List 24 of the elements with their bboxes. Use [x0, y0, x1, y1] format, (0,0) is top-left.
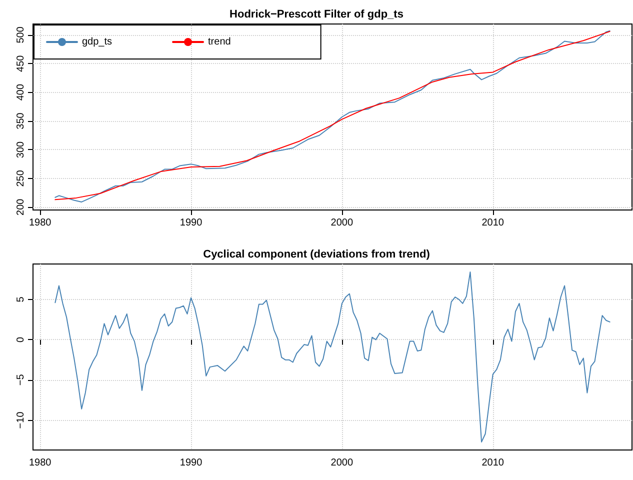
- y-tick-label: 300: [16, 140, 26, 158]
- line-series: [54, 272, 610, 442]
- y-tick-label: 200: [16, 198, 26, 216]
- x-tick-label: 1980: [28, 458, 52, 468]
- x-tick-label: 1990: [180, 458, 203, 468]
- y-tick-label: 400: [16, 84, 26, 101]
- x-tick-label: 2000: [330, 218, 354, 228]
- x-tick-label: 2000: [330, 458, 354, 468]
- chart-title: Hodrick−Prescott Filter of gdp_ts: [230, 8, 404, 20]
- x-tick-label: 2010: [482, 458, 504, 468]
- y-tick-label: 250: [16, 170, 26, 187]
- y-tick-label: 350: [16, 112, 26, 130]
- legend-label: gdp_ts: [82, 36, 112, 48]
- legend-label: trend: [208, 36, 231, 48]
- x-tick-label: 2010: [482, 218, 504, 228]
- y-tick-label: 5: [16, 296, 26, 302]
- y-tick-label: −5: [16, 374, 26, 386]
- y-tick-label: −10: [16, 411, 26, 429]
- x-tick-label: 1980: [28, 218, 52, 228]
- y-tick-label: 450: [16, 54, 26, 72]
- y-tick-label: 500: [16, 26, 26, 44]
- x-tick-label: 1990: [180, 218, 203, 228]
- chart-title: Cyclical component (deviations from trend): [203, 248, 430, 260]
- y-tick-label: 0: [16, 336, 26, 342]
